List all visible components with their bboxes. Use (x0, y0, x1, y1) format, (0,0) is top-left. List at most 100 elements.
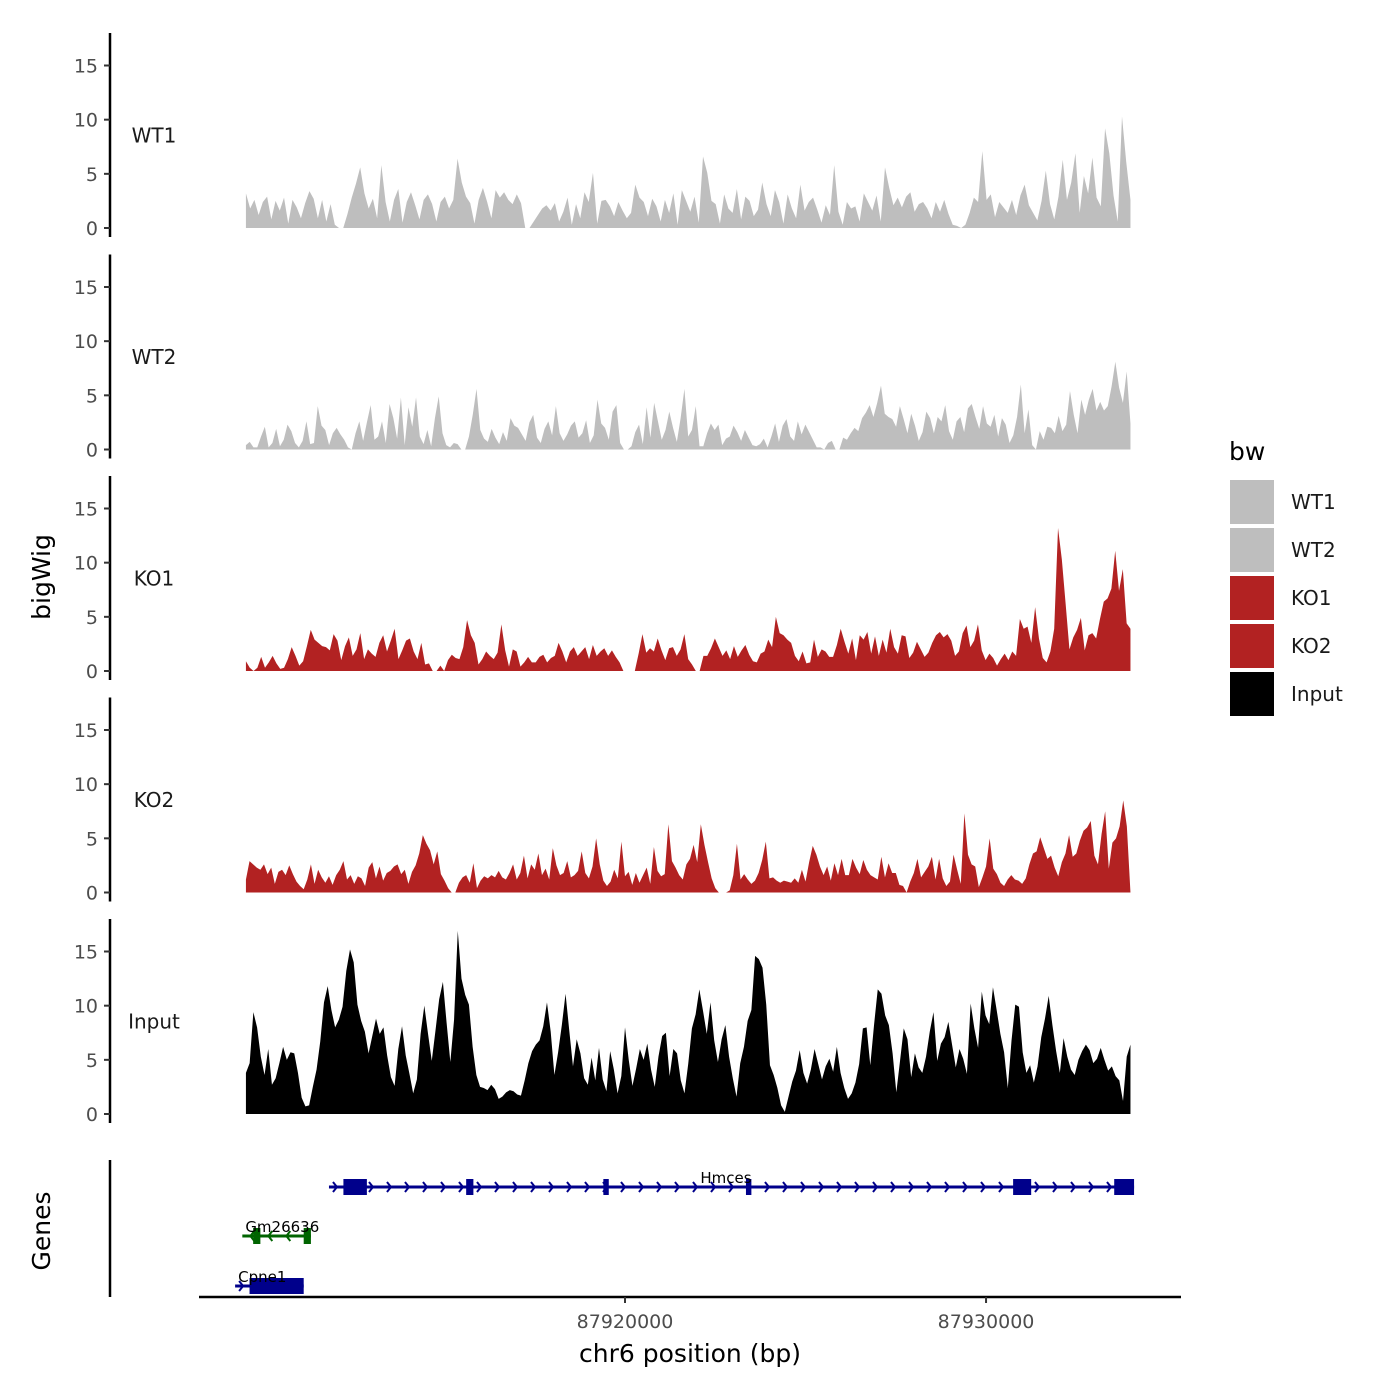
y-tick-label: 10 (74, 774, 98, 796)
y-tick-label: 5 (86, 164, 98, 186)
strand-arrow-icon (710, 1181, 717, 1193)
strand-arrow-icon (908, 1181, 915, 1193)
x-axis-title: chr6 position (bp) (579, 1339, 801, 1368)
strand-arrow-icon (980, 1181, 987, 1193)
strand-arrow-icon (836, 1181, 843, 1193)
bigwig-tracks: 0 5 10 15 WT1 0 5 10 15 WT2 0 5 10 15 KO1 0 5 10 15 KO2 0 5 10… (74, 33, 1131, 1126)
strand-arrow-icon (1034, 1181, 1041, 1193)
x-axis: 87920000 87930000 (199, 1295, 1181, 1333)
coverage-area-input (245, 930, 1131, 1114)
strand-arrow-icon (285, 1230, 292, 1242)
y-tick-label: 10 (74, 331, 98, 353)
exon (343, 1179, 367, 1195)
legend-swatch-wt1 (1230, 480, 1274, 524)
strand-arrow-icon (267, 1230, 274, 1242)
track-label-wt2: WT2 (132, 345, 177, 369)
strand-arrow-icon (584, 1181, 591, 1193)
genes-axis-title: Genes (27, 1191, 56, 1270)
strand-arrow-icon (764, 1181, 771, 1193)
strand-arrow-icon (800, 1181, 807, 1193)
legend-swatch-input (1230, 672, 1274, 716)
gene-label: Hmces (700, 1169, 751, 1187)
track-label-ko1: KO1 (134, 566, 175, 590)
y-tick-label: 0 (86, 883, 98, 905)
strand-arrow-icon (944, 1181, 951, 1193)
strand-arrow-icon (890, 1181, 897, 1193)
legend-label-input: Input (1291, 682, 1343, 706)
y-tick-label: 15 (74, 499, 98, 521)
exon (1114, 1179, 1135, 1195)
exon (303, 1228, 311, 1244)
track-input: 0 5 10 15 Input (74, 919, 1131, 1126)
strand-arrow-icon (566, 1181, 573, 1193)
y-tick-label: 10 (74, 110, 98, 132)
track-wt2: 0 5 10 15 WT2 (74, 254, 1131, 462)
track-ko1: 0 5 10 15 KO1 (74, 476, 1131, 683)
strand-arrow-icon (249, 1230, 256, 1242)
strand-arrow-icon (656, 1181, 663, 1193)
gene-label: Gm26636 (245, 1218, 319, 1236)
x-tick-label: 87920000 (577, 1311, 674, 1333)
exon (253, 1228, 261, 1244)
strand-arrow-icon (962, 1181, 969, 1193)
strand-arrow-icon (422, 1181, 429, 1193)
gene-annotation-track: Hmces Gm26636 Cpne1 (108, 1160, 1135, 1297)
strand-arrow-icon (998, 1181, 1005, 1193)
strand-arrow-icon (818, 1181, 825, 1193)
legend-swatch-ko1 (1230, 576, 1274, 620)
y-tick-label: 0 (86, 440, 98, 462)
strand-arrow-icon (368, 1181, 375, 1193)
strand-arrow-icon (692, 1181, 699, 1193)
exon (466, 1179, 474, 1195)
gene-label: Cpne1 (238, 1268, 286, 1286)
legend-swatch-ko2 (1230, 624, 1274, 668)
track-label-input: Input (128, 1009, 180, 1033)
strand-arrow-icon (458, 1181, 465, 1193)
strand-arrow-icon (1106, 1181, 1113, 1193)
strand-arrow-icon (1052, 1181, 1059, 1193)
legend: bw WT1 WT2 KO1 KO2 Input (1229, 437, 1343, 716)
y-tick-label: 5 (86, 828, 98, 850)
track-ko2: 0 5 10 15 KO2 (74, 697, 1131, 905)
y-axis-title: bigWig (27, 534, 56, 620)
coverage-area-wt2 (245, 361, 1131, 450)
strand-arrow-icon (728, 1181, 735, 1193)
legend-swatch-wt2 (1230, 528, 1274, 572)
strand-arrow-icon (1088, 1181, 1095, 1193)
strand-arrow-icon (1070, 1181, 1077, 1193)
coverage-area-ko1 (245, 528, 1131, 671)
strand-arrow-icon (476, 1181, 483, 1193)
coverage-area-ko2 (245, 800, 1131, 893)
strand-arrow-icon (512, 1181, 519, 1193)
y-tick-label: 15 (74, 942, 98, 964)
strand-arrow-icon (854, 1181, 861, 1193)
track-label-ko2: KO2 (134, 788, 175, 812)
legend-title: bw (1229, 437, 1265, 466)
gene-hmces: Hmces (328, 1169, 1135, 1195)
strand-arrow-icon (926, 1181, 933, 1193)
strand-arrow-icon (638, 1181, 645, 1193)
y-tick-label: 10 (74, 996, 98, 1018)
y-tick-label: 5 (86, 1050, 98, 1072)
exon (249, 1278, 304, 1294)
gene-gm26636: Gm26636 (242, 1218, 319, 1244)
coverage-area-wt1 (245, 116, 1131, 228)
exon (603, 1179, 609, 1195)
strand-arrow-icon (872, 1181, 879, 1193)
y-tick-label: 5 (86, 385, 98, 407)
exon (745, 1179, 752, 1195)
exon (1013, 1179, 1032, 1195)
strand-arrow-icon (238, 1280, 245, 1292)
strand-arrow-icon (332, 1181, 339, 1193)
legend-label-wt2: WT2 (1291, 538, 1336, 562)
strand-arrow-icon (404, 1181, 411, 1193)
x-tick-label: 87930000 (938, 1311, 1035, 1333)
y-tick-label: 0 (86, 1104, 98, 1126)
y-tick-label: 5 (86, 607, 98, 629)
legend-label-ko2: KO2 (1291, 634, 1332, 658)
y-tick-label: 15 (74, 720, 98, 742)
gene-cpne1: Cpne1 (235, 1268, 304, 1294)
y-tick-label: 15 (74, 56, 98, 78)
strand-arrow-icon (494, 1181, 501, 1193)
